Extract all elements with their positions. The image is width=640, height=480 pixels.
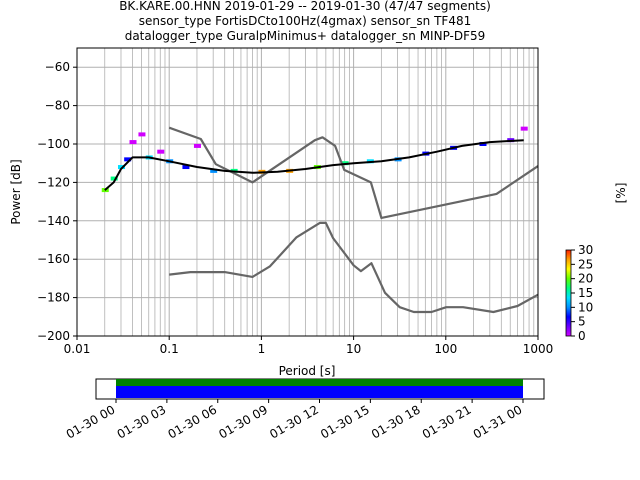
y-tick-label: −100 xyxy=(37,137,70,151)
timeline-track-blue xyxy=(116,386,523,398)
colorbar-gradient xyxy=(565,249,572,337)
title-line-2: sensor_type FortisDCto100Hz(4gmax) senso… xyxy=(139,14,471,28)
grid xyxy=(76,48,538,337)
plot-frame xyxy=(76,47,539,337)
timeline-tick-label: 01-30 21 xyxy=(420,402,474,441)
y-tick-label: −160 xyxy=(37,252,70,266)
timeline-tick-label: 01-30 12 xyxy=(267,402,321,441)
series-line-noise-model-upper xyxy=(168,126,539,219)
series-line-noise-model-lower xyxy=(169,221,539,314)
colorbar-label: [%] xyxy=(614,183,628,204)
timeline-track-green xyxy=(116,379,523,386)
x-ticks: 0.01 0.1 1 10 100 1000 xyxy=(64,336,554,356)
x-tick-label: 1 xyxy=(258,342,266,356)
colorbar-tick-label: 20 xyxy=(578,272,593,286)
timeline-tick-label: 01-31 00 xyxy=(471,402,525,441)
pdf-cell xyxy=(210,168,218,173)
y-tick-label: −200 xyxy=(37,329,70,343)
pdf-cell xyxy=(138,132,146,137)
pdf-cell xyxy=(110,176,118,181)
timeline-tick-label: 01-30 03 xyxy=(115,402,169,441)
y-ticks: −200 −180 −160 −140 −120 −100 −80 −60 xyxy=(37,60,77,343)
title-line-3: datalogger_type GuralpMinimus+ datalogge… xyxy=(125,29,486,43)
y-tick-label: −60 xyxy=(45,60,70,74)
series-line-mode xyxy=(104,139,524,191)
timeline-tick-label: 01-30 06 xyxy=(166,402,220,441)
colorbar-tick-label: 25 xyxy=(578,257,593,271)
y-tick-label: −120 xyxy=(37,175,70,189)
y-tick-label: −140 xyxy=(37,214,70,228)
x-axis-label: Period [s] xyxy=(279,364,336,378)
pdf-cell xyxy=(124,157,132,162)
pdf-cell xyxy=(520,126,528,131)
pdf-cell xyxy=(117,165,125,170)
y-axis-label: Power [dB] xyxy=(9,159,23,224)
colorbar-tick-label: 10 xyxy=(578,300,593,314)
colorbar-tick-label: 15 xyxy=(578,286,593,300)
pdf-cell xyxy=(157,149,165,154)
pdf-cell xyxy=(129,140,137,145)
colorbar-tick-label: 30 xyxy=(578,243,593,257)
chart-title: BK.KARE.00.HNN 2019-01-29 -- 2019-01-30 … xyxy=(119,0,491,43)
x-tick-label: 0.1 xyxy=(160,342,179,356)
pdf-cell xyxy=(182,165,190,170)
colorbar-tick-label: 0 xyxy=(578,329,586,343)
title-line-1: BK.KARE.00.HNN 2019-01-29 -- 2019-01-30 … xyxy=(119,0,491,13)
timeline-tick-label: 01-30 15 xyxy=(318,402,372,441)
y-tick-label: −180 xyxy=(37,291,70,305)
timeline-tick-label: 01-30 09 xyxy=(216,402,270,441)
y-tick-label: −80 xyxy=(45,99,70,113)
x-tick-label: 10 xyxy=(346,342,361,356)
x-tick-label: 0.01 xyxy=(64,342,91,356)
psd-plot: 0.01 0.1 1 10 100 1000 −200 −180 −160 −140 −120 −1… xyxy=(9,47,554,378)
timeline-tick-label: 01-30 00 xyxy=(64,402,118,441)
pdf-cell xyxy=(193,143,201,148)
timeline-tick-label: 01-30 18 xyxy=(369,402,423,441)
x-tick-label: 1000 xyxy=(523,342,554,356)
colorbar-tick-label: 5 xyxy=(578,315,586,329)
x-tick-label: 100 xyxy=(434,342,457,356)
plot-lines xyxy=(104,126,539,314)
